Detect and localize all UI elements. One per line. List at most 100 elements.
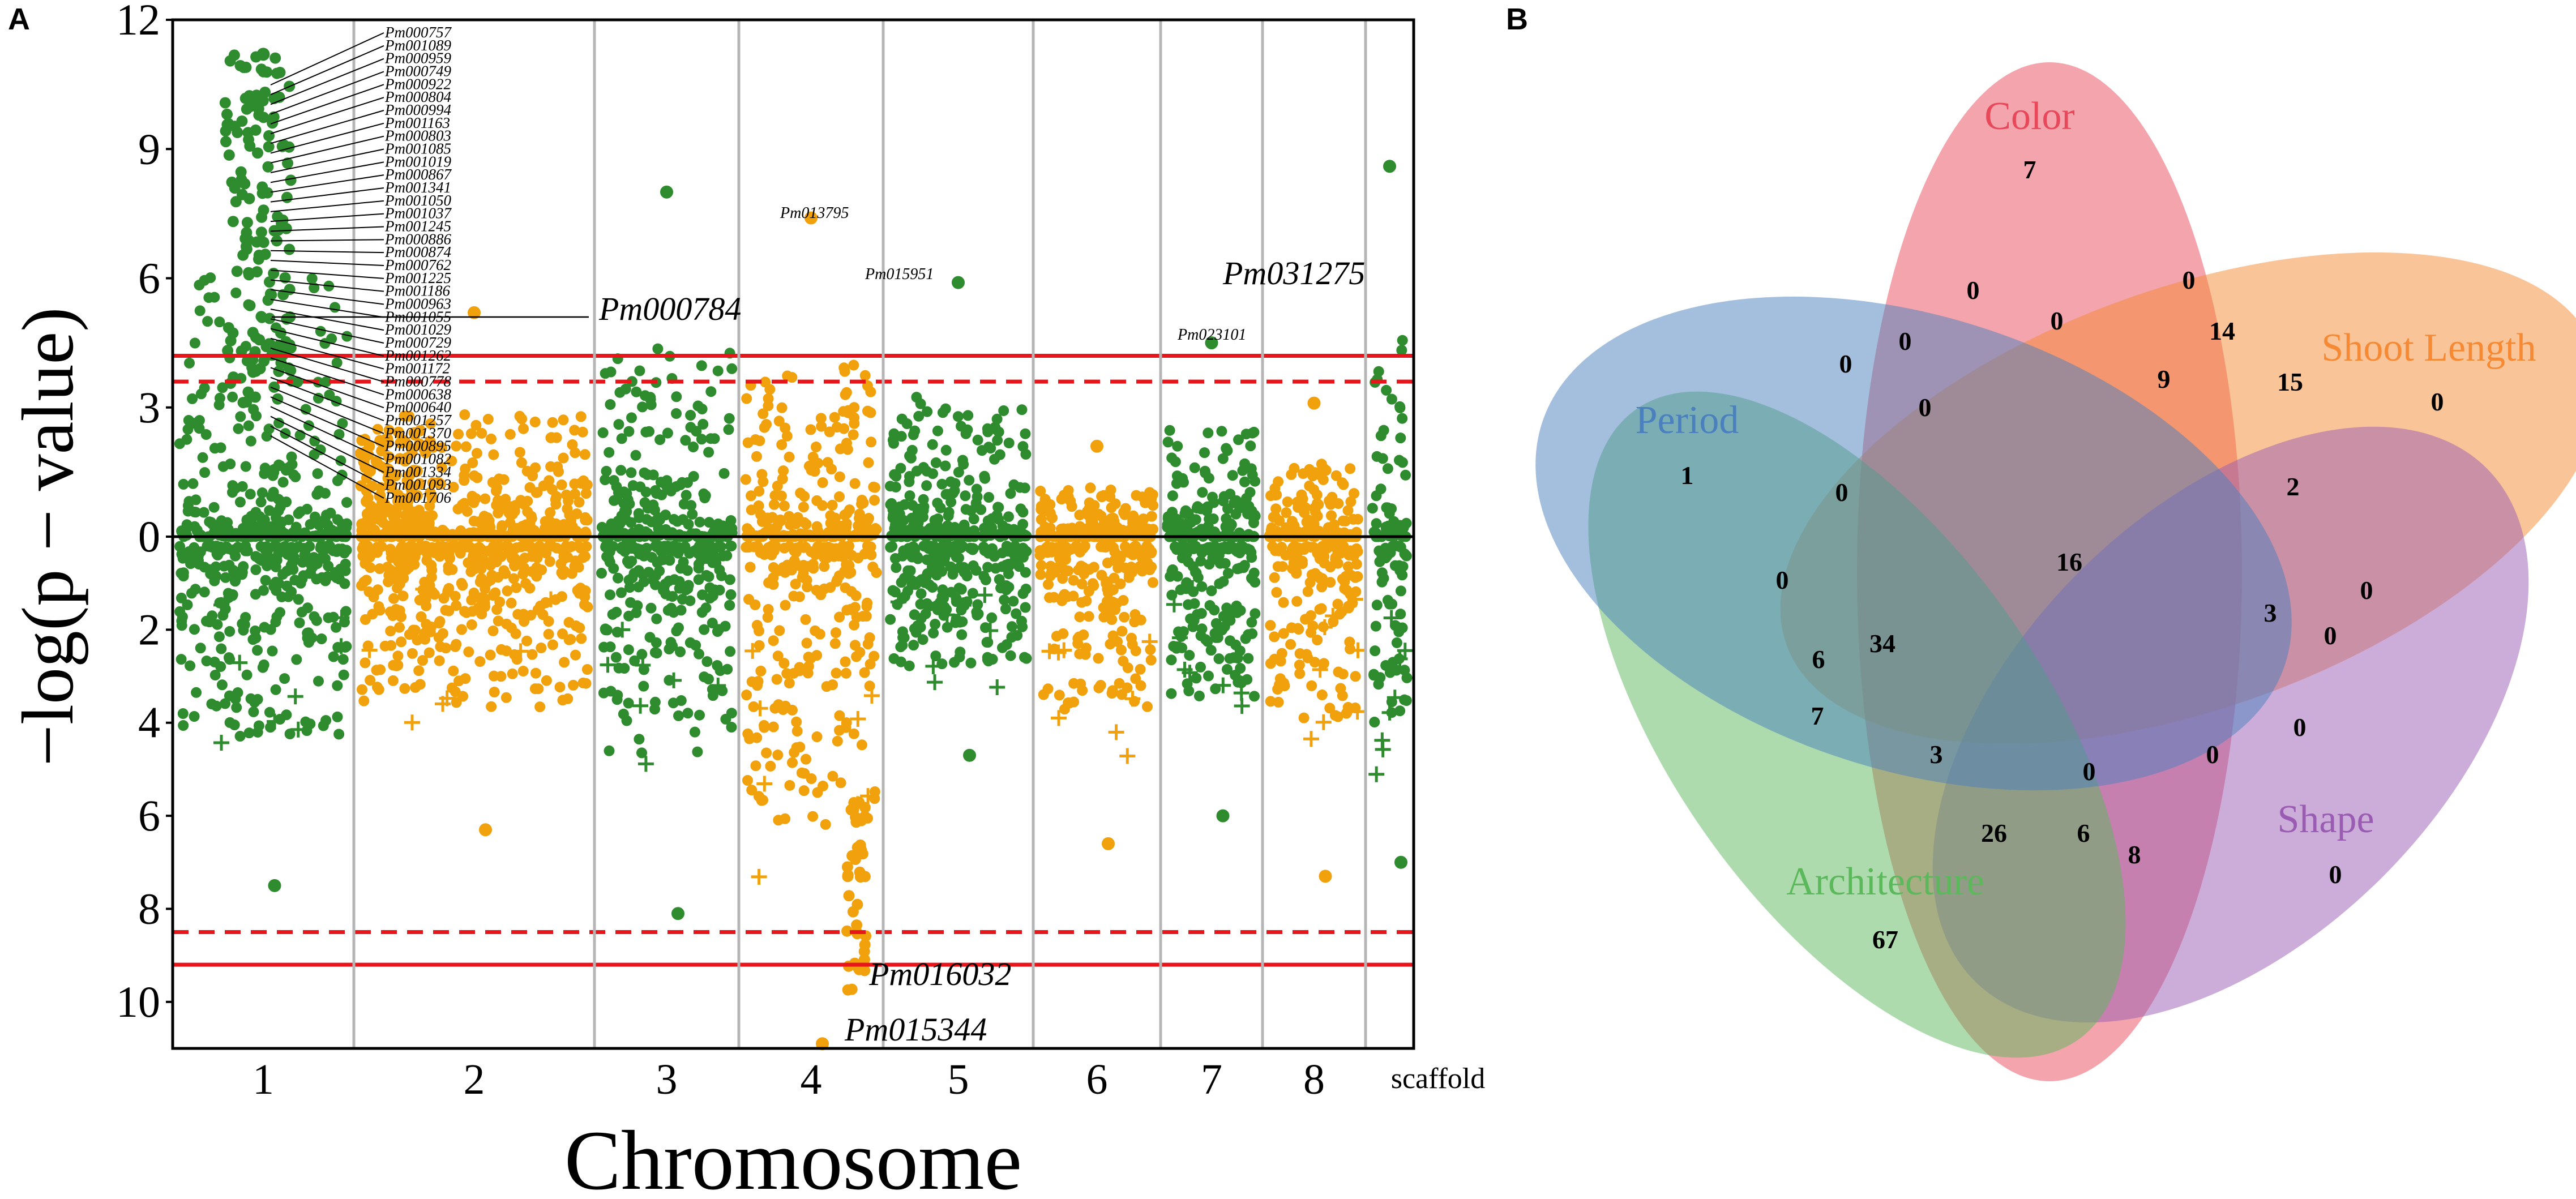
snp-point xyxy=(1213,653,1225,665)
snp-point xyxy=(897,626,908,637)
snp-point xyxy=(671,408,682,419)
snp-point xyxy=(889,519,901,530)
snp-point xyxy=(912,620,923,631)
snp-point xyxy=(248,706,259,717)
snp-point xyxy=(243,134,254,145)
snp-point xyxy=(459,470,470,481)
snp-point xyxy=(609,495,619,506)
venn-region-count: 0 xyxy=(1899,327,1912,356)
snp-point xyxy=(1340,515,1351,526)
snp-point xyxy=(500,692,512,703)
snp-point xyxy=(277,477,289,488)
snp-point xyxy=(291,654,302,665)
snp-point xyxy=(1085,513,1097,524)
snp-point xyxy=(241,103,253,115)
snp-point xyxy=(1273,476,1284,487)
snp-point xyxy=(1248,517,1259,528)
snp-point xyxy=(240,545,251,556)
snp-point xyxy=(389,523,401,534)
snp-point xyxy=(714,584,725,596)
snp-point xyxy=(1107,630,1119,641)
snp-point xyxy=(707,618,718,628)
snp-point xyxy=(637,401,648,413)
snp-point xyxy=(750,760,761,772)
snp-point xyxy=(178,567,189,579)
snp-point xyxy=(953,466,964,478)
snp-point xyxy=(1380,521,1392,533)
venn-unique-count: 7 xyxy=(2023,155,2036,184)
snp-point xyxy=(440,605,451,616)
snp-point xyxy=(654,566,665,577)
snp-point xyxy=(827,499,838,511)
snp-point xyxy=(830,627,841,639)
snp-point xyxy=(425,418,436,429)
venn-region-count: 0 xyxy=(1967,276,1980,305)
y-tick-label-bottom: 4 xyxy=(138,698,160,747)
venn-region-count: 0 xyxy=(2206,740,2219,769)
snp-point xyxy=(741,393,752,404)
snp-point xyxy=(712,365,724,376)
snp-point xyxy=(1035,560,1047,571)
snp-point xyxy=(677,514,688,525)
callout-leader xyxy=(270,71,384,115)
snp-point xyxy=(272,393,284,405)
data-points-layer xyxy=(174,48,1413,1051)
snp-point xyxy=(1273,696,1284,708)
venn-unique-count: 0 xyxy=(2431,387,2444,416)
snp-point xyxy=(905,565,916,576)
snp-point xyxy=(177,553,189,564)
snp-point xyxy=(1227,470,1238,481)
snp-point xyxy=(806,546,817,558)
snp-point xyxy=(841,861,853,873)
snp-point xyxy=(185,660,196,671)
snp-point xyxy=(1387,541,1398,552)
snp-point xyxy=(639,467,650,478)
snp-point xyxy=(778,658,790,669)
snp-point xyxy=(598,687,609,699)
snp-point xyxy=(1373,679,1384,690)
snp-point xyxy=(386,640,397,651)
snp-point xyxy=(332,514,343,525)
snp-point xyxy=(453,429,464,440)
snp-point xyxy=(1135,663,1146,675)
snp-point xyxy=(244,299,256,311)
snp-point xyxy=(224,55,236,67)
snp-point xyxy=(834,725,845,736)
snp-point xyxy=(253,103,264,115)
snp-point xyxy=(1294,660,1305,671)
snp-point xyxy=(1271,586,1282,598)
snp-point xyxy=(456,577,467,589)
snp-point xyxy=(478,518,490,529)
snp-point xyxy=(1296,489,1307,500)
snp-point xyxy=(488,550,499,561)
snp-point xyxy=(1144,564,1156,575)
snp-cross xyxy=(333,638,349,654)
snp-point xyxy=(885,542,896,553)
venn-region-count: 0 xyxy=(1919,393,1932,422)
snp-point xyxy=(904,490,915,502)
snp-point xyxy=(313,675,324,687)
snp-point xyxy=(524,482,536,493)
snp-point xyxy=(990,563,1002,574)
snp-point xyxy=(834,710,845,721)
snp-point xyxy=(746,676,758,687)
snp-point xyxy=(527,649,538,660)
snp-point xyxy=(714,665,726,676)
snp-point xyxy=(765,760,776,772)
snp-point xyxy=(529,416,541,427)
snp-point xyxy=(685,410,696,421)
snp-point xyxy=(469,470,480,481)
snp-point xyxy=(341,497,352,508)
snp-point xyxy=(1278,628,1289,639)
snp-point xyxy=(1200,634,1212,645)
snp-point xyxy=(293,508,304,519)
snp-point xyxy=(908,640,919,651)
snp-point xyxy=(644,632,656,643)
snp-point xyxy=(755,665,767,676)
snp-point xyxy=(201,615,212,627)
snp-point xyxy=(1222,663,1233,675)
snp-point xyxy=(270,616,281,628)
snp-point xyxy=(1021,653,1032,664)
snp-point xyxy=(1375,483,1387,495)
snp-point xyxy=(323,560,334,572)
